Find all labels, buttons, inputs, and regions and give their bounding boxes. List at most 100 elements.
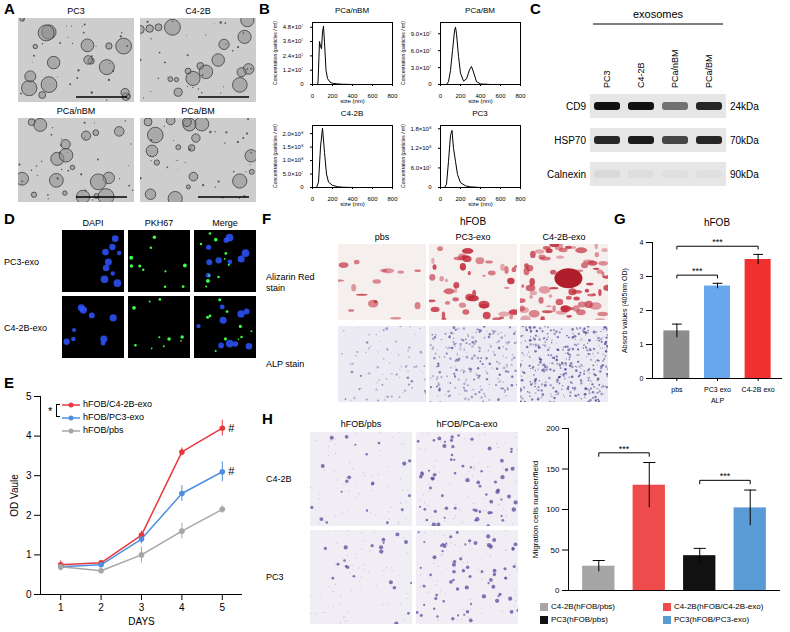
svg-text:4: 4 [26, 430, 32, 441]
svg-text:5: 5 [26, 391, 32, 402]
svg-text:24kDa: 24kDa [730, 101, 759, 112]
svg-text:200: 200 [327, 93, 338, 99]
svg-text:0: 0 [300, 81, 304, 87]
svg-text:1: 1 [640, 341, 644, 348]
svg-text:Merge: Merge [212, 218, 238, 228]
svg-text:0: 0 [439, 196, 443, 202]
svg-text:Concentration (particles / ml): Concentration (particles / ml) [272, 21, 278, 85]
svg-text:Migration cells number/field: Migration cells number/field [531, 461, 540, 558]
svg-text:C4-2B: C4-2B [185, 6, 211, 16]
svg-text:600: 600 [495, 93, 506, 99]
svg-text:2: 2 [98, 602, 104, 613]
svg-text:3.6×10⁷: 3.6×10⁷ [283, 38, 304, 44]
svg-text:600: 600 [495, 196, 506, 202]
svg-text:2: 2 [26, 510, 32, 521]
svg-text:1: 1 [26, 549, 32, 560]
svg-text:PKH67: PKH67 [145, 218, 174, 228]
svg-text:9.0×10⁷: 9.0×10⁷ [411, 31, 432, 37]
svg-text:0: 0 [300, 184, 304, 190]
svg-text:size (nm): size (nm) [468, 201, 493, 207]
svg-text:OD Vaule: OD Vaule [9, 474, 20, 517]
svg-text:exosomes: exosomes [633, 8, 684, 20]
svg-text:PC3: PC3 [472, 109, 488, 118]
svg-text:3: 3 [640, 273, 644, 280]
svg-text:PC3: PC3 [67, 6, 85, 16]
svg-text:5: 5 [220, 602, 226, 613]
svg-text:0: 0 [640, 375, 644, 382]
svg-text:1: 1 [58, 602, 64, 613]
svg-text:PC3 exo: PC3 exo [704, 386, 731, 393]
svg-text:1.8×10⁸: 1.8×10⁸ [410, 126, 432, 132]
svg-text:C: C [530, 0, 541, 17]
svg-text:C4-2B: C4-2B [266, 474, 292, 484]
svg-text:0: 0 [311, 196, 315, 202]
svg-text:90kDa: 90kDa [730, 169, 759, 180]
svg-text:CD9: CD9 [566, 101, 586, 112]
svg-text:5.0×10⁷: 5.0×10⁷ [283, 171, 304, 177]
svg-text:Concentration (particles / ml): Concentration (particles / ml) [400, 21, 406, 85]
svg-text:4: 4 [179, 602, 185, 613]
svg-text:Alizarin Red: Alizarin Red [266, 272, 315, 282]
svg-text:2.4×10⁷: 2.4×10⁷ [283, 53, 304, 59]
svg-text:0: 0 [439, 93, 443, 99]
svg-text:pbs: pbs [375, 232, 390, 242]
svg-text:800: 800 [387, 93, 398, 99]
svg-text:800: 800 [515, 93, 526, 99]
svg-text:C4-2B-exo: C4-2B-exo [4, 323, 47, 333]
svg-text:hFOB: hFOB [460, 216, 486, 227]
svg-text:PCa/nBM: PCa/nBM [670, 49, 680, 88]
svg-text:4.8×10⁷: 4.8×10⁷ [283, 24, 304, 30]
svg-text:3: 3 [139, 602, 145, 613]
svg-text:1.2×10⁸: 1.2×10⁸ [410, 145, 432, 151]
svg-text:2: 2 [640, 307, 644, 314]
svg-text:800: 800 [515, 196, 526, 202]
svg-text:H: H [262, 410, 273, 427]
svg-text:A: A [4, 0, 15, 17]
svg-text:PCa/nBM: PCa/nBM [57, 106, 96, 116]
svg-text:Absorb values (405nm OD): Absorb values (405nm OD) [621, 268, 629, 353]
svg-text:Concentration (particles / ml): Concentration (particles / ml) [272, 124, 278, 188]
svg-text:hFOB: hFOB [704, 217, 730, 228]
svg-text:PC3-exo: PC3-exo [455, 232, 490, 242]
svg-text:150: 150 [546, 465, 560, 474]
svg-text:3: 3 [26, 470, 32, 481]
svg-text:DAPI: DAPI [82, 218, 103, 228]
svg-text:70kDa: 70kDa [730, 135, 759, 146]
svg-text:200: 200 [455, 196, 466, 202]
svg-text:6.0×10⁷: 6.0×10⁷ [411, 165, 432, 171]
svg-text:2.0×10⁸: 2.0×10⁸ [282, 131, 304, 137]
svg-text:50: 50 [551, 546, 560, 555]
svg-text:Concentration (particles / ml): Concentration (particles / ml) [400, 124, 406, 188]
svg-text:#: # [228, 465, 235, 477]
svg-text:DAYS: DAYS [128, 616, 155, 627]
svg-text:ALP: ALP [711, 397, 725, 404]
svg-text:E: E [4, 374, 14, 391]
svg-text:***: *** [692, 266, 703, 276]
svg-text:***: *** [619, 444, 630, 454]
svg-text:PC3: PC3 [266, 572, 284, 582]
svg-text:B: B [259, 0, 270, 17]
svg-text:size (nm): size (nm) [340, 201, 365, 207]
svg-text:size (nm): size (nm) [468, 98, 493, 104]
svg-text:C4-2B: C4-2B [636, 62, 646, 88]
svg-text:***: *** [712, 237, 723, 247]
svg-text:C4-2B: C4-2B [341, 109, 364, 118]
svg-text:0: 0 [311, 93, 315, 99]
svg-text:hFOB/pbs: hFOB/pbs [341, 419, 382, 429]
svg-text:HSP70: HSP70 [554, 135, 586, 146]
svg-text:D: D [4, 210, 15, 227]
svg-text:4: 4 [640, 239, 644, 246]
svg-text:PC3: PC3 [602, 70, 612, 88]
svg-text:***: *** [720, 471, 731, 481]
svg-text:600: 600 [367, 93, 378, 99]
svg-text:PCa/nBM: PCa/nBM [335, 6, 370, 15]
svg-text:PCa/BM: PCa/BM [465, 6, 495, 15]
svg-text:100: 100 [546, 505, 560, 514]
svg-text:C4-2B exo: C4-2B exo [742, 386, 775, 393]
svg-text:6.0×10⁷: 6.0×10⁷ [411, 48, 432, 54]
svg-text:0: 0 [428, 81, 432, 87]
svg-text:F: F [262, 210, 271, 227]
svg-text:200: 200 [455, 93, 466, 99]
svg-text:size (nm): size (nm) [340, 98, 365, 104]
svg-text:1.2×10⁷: 1.2×10⁷ [283, 67, 304, 73]
